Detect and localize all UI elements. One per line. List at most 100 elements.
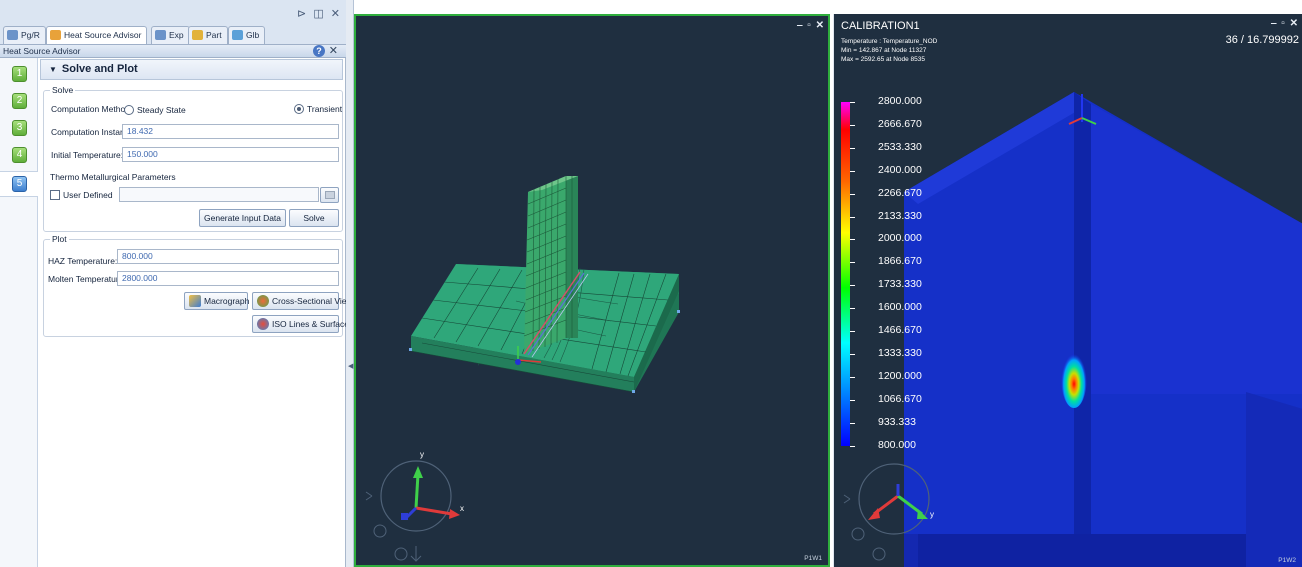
legend-level-label: 800.000 (878, 438, 916, 451)
molten-temperature-input[interactable]: 2800.000 (117, 271, 339, 286)
tab-pgr[interactable]: Pg/R (3, 26, 46, 44)
step-5-highlight: 5 (0, 171, 38, 197)
legend-level-label: 1866.670 (878, 255, 922, 268)
legend-level-label: 2800.000 (878, 95, 922, 107)
step-1-button[interactable]: 1 (12, 66, 27, 82)
tab-heat-source-advisor[interactable]: Heat Source Advisor (46, 26, 148, 45)
vertical-plate-grid (523, 176, 573, 352)
initial-temperature-label: Initial Temperature: (51, 150, 124, 160)
step-4-button[interactable]: 4 (12, 147, 27, 163)
tab-exp[interactable]: Exp (151, 26, 190, 44)
legend-tick (850, 262, 855, 264)
panel-splitter[interactable] (346, 0, 354, 567)
legend-level-label: 2133.330 (878, 209, 922, 222)
step-3-button[interactable]: 3 (12, 120, 27, 136)
tab-label: Exp (169, 30, 184, 40)
heat-source-advisor-panel: Pg/R Heat Source Advisor Exp Part Glb ⊳ … (0, 0, 353, 567)
legend-tick (850, 170, 855, 172)
view-axis-triad (401, 466, 460, 520)
corner-markers (409, 310, 680, 393)
legend-tick (850, 102, 855, 103)
explorer-icon (155, 30, 166, 40)
legend-level-label: 1333.330 (878, 346, 922, 359)
legend-tick (850, 216, 855, 218)
cross-sectional-view-button[interactable]: Cross-Sectional View (252, 292, 353, 310)
result-min: Min = 142.867 at Node 11327 (841, 47, 927, 54)
initial-temperature-input[interactable]: 150.000 (122, 147, 339, 162)
viewport-1-tag: P1W1 (804, 555, 822, 562)
transient-radio[interactable] (294, 104, 304, 114)
result-max: Max = 2592.65 at Node 8535 (841, 56, 926, 63)
folder-icon (324, 191, 335, 199)
legend-tick (850, 376, 855, 378)
heat-source-spot (1061, 348, 1087, 408)
model-triad (1068, 94, 1097, 125)
part-icon (192, 30, 203, 40)
mesh-viewport[interactable]: ‒ ▫ ✕ (354, 14, 830, 567)
legend-level-label: 2000.000 (878, 232, 922, 245)
panel-tab-bar: Pg/R Heat Source Advisor Exp Part Glb ⊳ … (0, 0, 346, 45)
plot-group: Plot (43, 234, 343, 337)
legend-level-label: 2533.330 (878, 140, 922, 153)
generate-input-data-button[interactable]: Generate Input Data (199, 209, 286, 227)
legend-level-label: 2400.000 (878, 163, 922, 176)
step-sidebar: 1 2 3 4 (0, 58, 38, 567)
thermo-metallurgical-label: Thermo Metallurgical Parameters (50, 172, 176, 182)
legend-level-label: 1200.000 (878, 369, 922, 382)
computation-method-label: Computation Method: (51, 104, 133, 114)
tab-part[interactable]: Part (188, 26, 228, 44)
legend-tick (850, 353, 855, 355)
section-header[interactable]: ▼ Solve and Plot (40, 59, 343, 80)
legend-tick (850, 331, 855, 332)
legend-level-label: 1733.330 (878, 278, 922, 291)
plot-legend: Plot (52, 234, 67, 244)
viewport-2-controls[interactable]: ‒ ▫ ✕ (1270, 18, 1299, 29)
legend-tick (850, 445, 855, 447)
axis-y-label: y (420, 450, 424, 459)
browse-button[interactable] (320, 187, 339, 203)
legend-level-label: 2266.670 (878, 186, 922, 199)
cross-section-icon (257, 295, 269, 307)
macrograph-label: Macrograph (204, 296, 250, 306)
haz-temperature-input[interactable]: 800.000 (117, 249, 339, 264)
solve-button[interactable]: Solve (289, 209, 339, 227)
legend-tick (850, 147, 855, 149)
user-defined-label: User Defined (63, 190, 113, 200)
legend-tick (850, 193, 855, 195)
window-controls[interactable]: ⊳ ◫ ✕ (297, 8, 342, 20)
transient-label: Transient (307, 104, 343, 114)
step-2-button[interactable]: 2 (12, 93, 27, 109)
computation-instant-input[interactable]: 18.432 (122, 124, 339, 139)
legend-tick (850, 124, 855, 126)
user-defined-path-input[interactable] (119, 187, 319, 202)
section-title: Solve and Plot (61, 63, 138, 75)
iso-lines-surfaces-button[interactable]: ISO Lines & Surfaces (252, 315, 353, 333)
macrograph-icon (189, 295, 201, 307)
calibration-viewport[interactable]: ‒ ▫ ✕ CALIBRATION1 Temperature : Tempera… (833, 14, 1302, 567)
user-defined-checkbox[interactable] (50, 190, 60, 200)
temperature-color-bar (841, 102, 850, 446)
haz-temperature-label: HAZ Temperature: (48, 256, 118, 266)
legend-tick (850, 422, 855, 424)
macrograph-button[interactable]: Macrograph (184, 292, 250, 310)
help-icon[interactable]: ? (313, 45, 325, 57)
navigation-compass-icon-2 (843, 463, 930, 561)
close-icon[interactable]: ✕ (328, 45, 338, 57)
legend-tick (850, 239, 855, 241)
cross-sectional-label: Cross-Sectional View (272, 296, 353, 306)
legend-level-label: 1066.670 (878, 392, 922, 405)
steady-state-radio[interactable] (124, 105, 134, 115)
step-5-button[interactable]: 5 (12, 176, 27, 192)
tab-label: Pg/R (21, 30, 40, 40)
legend-tick (850, 399, 855, 401)
legend-level-label: 2666.670 (878, 117, 922, 130)
legend-level-label: 1466.670 (878, 324, 922, 336)
tab-label: Glb (246, 30, 260, 40)
tab-label: Part (206, 30, 222, 40)
pgr-icon (7, 30, 18, 40)
collapse-left-icon[interactable]: ◀ (348, 363, 354, 370)
t-joint-model (904, 92, 1302, 567)
tab-glb[interactable]: Glb (228, 26, 266, 44)
advisor-title: Heat Source Advisor (0, 44, 346, 58)
viewport-1-controls[interactable]: ‒ ▫ ✕ (796, 20, 825, 31)
